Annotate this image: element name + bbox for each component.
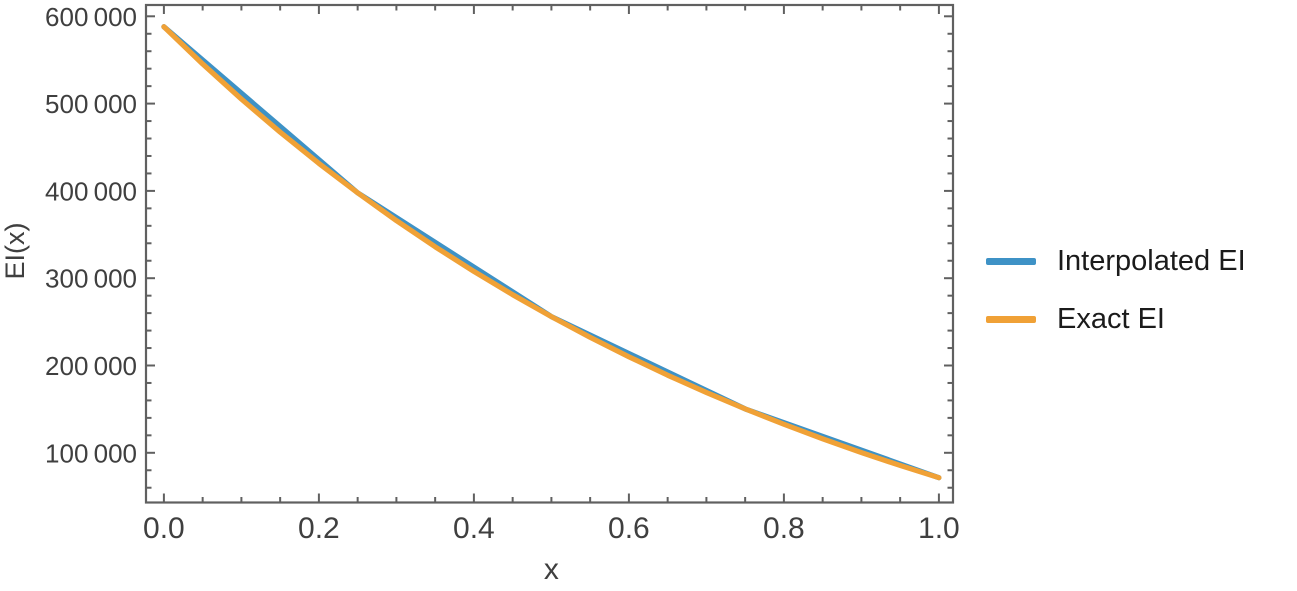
legend-item-interpolated: Interpolated EI (986, 244, 1246, 279)
x-axis-tick-label: 0.2 (298, 512, 340, 545)
x-axis-tick-label: 0.8 (763, 512, 805, 545)
x-axis-tick-label: 1.0 (918, 512, 960, 545)
y-axis-tick-label: 300 000 (45, 264, 137, 294)
x-axis-tick-label: 0.6 (608, 512, 650, 545)
plot-legend: Interpolated EI Exact EI (986, 244, 1246, 337)
legend-line-swatch-exact (986, 316, 1036, 323)
y-axis-tick-label: 500 000 (45, 89, 137, 119)
y-axis-tick-label: 100 000 (45, 438, 137, 468)
plot-frame (144, 3, 955, 504)
legend-line-swatch-interpolated (986, 258, 1036, 265)
y-axis-tick-label: 600 000 (45, 2, 137, 32)
legend-item-exact: Exact EI (986, 302, 1246, 337)
legend-label-interpolated: Interpolated EI (1057, 245, 1246, 277)
x-axis-label: x (544, 553, 559, 586)
x-axis-tick-label: 0.0 (143, 512, 185, 545)
y-axis-tick-label: 400 000 (45, 176, 137, 206)
legend-label-exact: Exact EI (1057, 303, 1165, 335)
x-axis-tick-label: 0.4 (453, 512, 495, 545)
y-axis-label: EI(x) (0, 223, 30, 280)
curve-exact-ei (161, 24, 942, 481)
curve-interpolated-ei (161, 24, 942, 481)
y-axis-tick-label: 200 000 (45, 351, 137, 381)
